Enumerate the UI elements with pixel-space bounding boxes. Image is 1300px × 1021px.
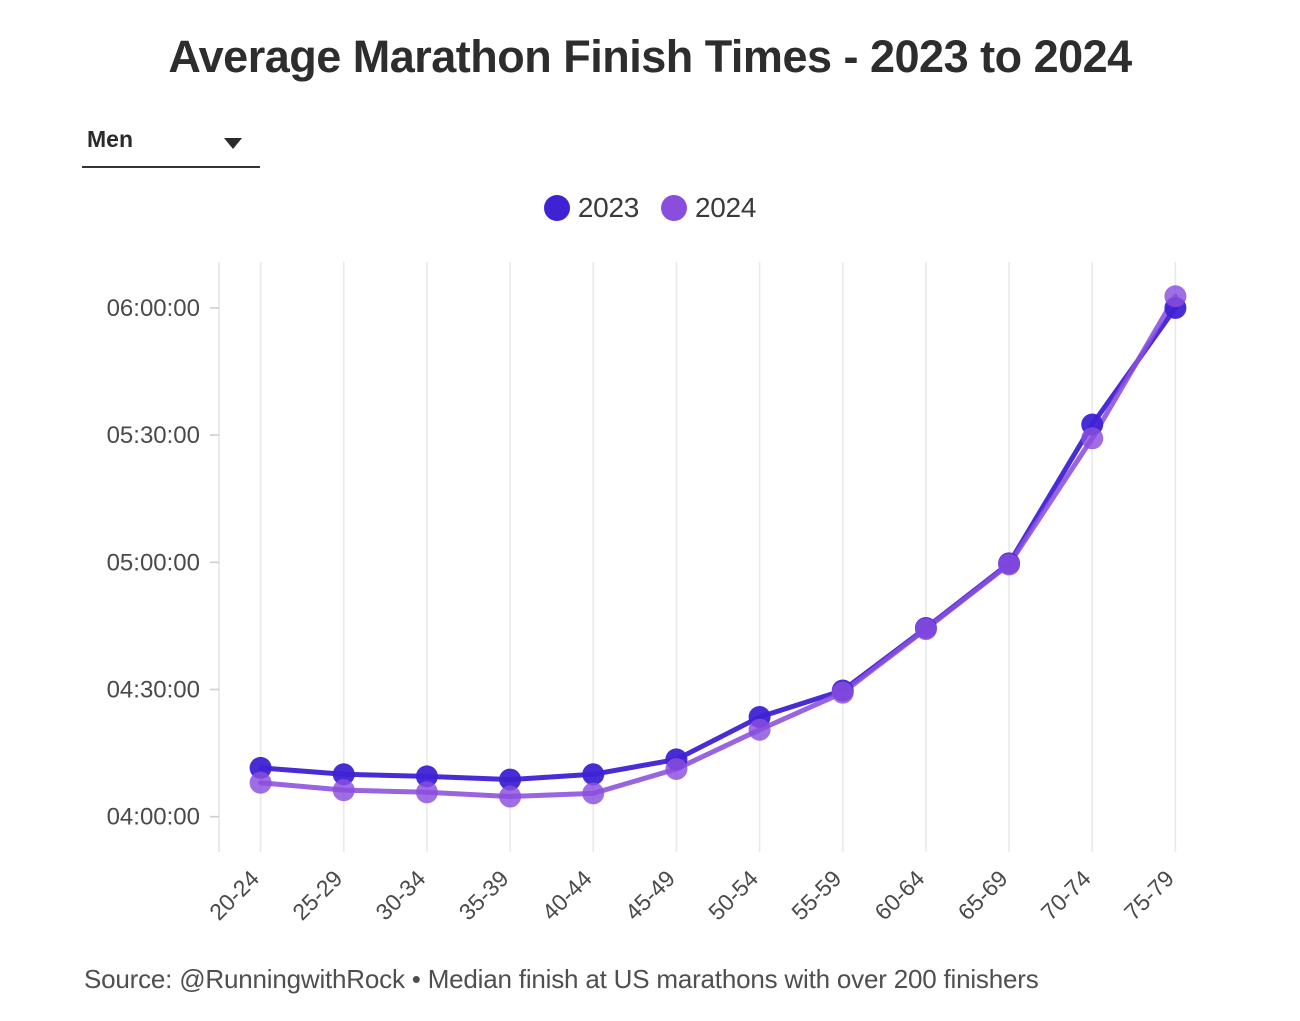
y-axis-tick-label: 04:30:00 <box>107 676 200 703</box>
data-point-2023-50-54[interactable] <box>748 706 771 729</box>
data-point-2024-75-79[interactable] <box>1164 285 1187 308</box>
data-point-2023-55-59[interactable] <box>831 679 854 702</box>
y-axis-tick-label: 04:00:00 <box>107 804 200 831</box>
x-axis-tick-label: 40-44 <box>537 865 597 925</box>
y-axis-tick-label: 06:00:00 <box>107 295 200 322</box>
data-point-2023-75-79[interactable] <box>1164 296 1187 319</box>
x-axis-tick-label: 75-79 <box>1119 865 1179 925</box>
legend-swatch-icon <box>661 195 687 221</box>
data-point-2024-40-44[interactable] <box>582 782 605 805</box>
data-point-2023-60-64[interactable] <box>914 617 937 640</box>
data-point-2023-65-69[interactable] <box>998 552 1021 575</box>
data-point-2024-65-69[interactable] <box>998 553 1021 576</box>
x-axis-tick-label: 30-34 <box>370 865 430 925</box>
legend-item-2023[interactable]: 2023 <box>543 192 639 224</box>
gender-select[interactable]: Men <box>82 122 260 168</box>
data-point-2023-25-29[interactable] <box>332 763 355 786</box>
x-axis-tick-label: 50-54 <box>703 865 763 925</box>
data-point-2023-20-24[interactable] <box>249 756 272 779</box>
source-note: Source: @RunningwithRock • Median finish… <box>84 964 1039 994</box>
data-point-2024-70-74[interactable] <box>1081 427 1104 450</box>
series-line-2024 <box>258 293 1178 800</box>
y-axis-tick-label: 05:00:00 <box>107 549 200 576</box>
x-axis-tick-label: 20-24 <box>204 865 264 925</box>
y-axis-tick-label: 05:30:00 <box>107 422 200 449</box>
x-axis-tick-label: 70-74 <box>1036 865 1096 925</box>
data-point-2023-40-44[interactable] <box>582 763 605 786</box>
legend-label: 2023 <box>577 192 639 223</box>
chart-legend: 2023 2024 <box>0 192 1300 224</box>
data-point-2024-55-59[interactable] <box>831 681 854 704</box>
page-title: Average Marathon Finish Times - 2023 to … <box>168 31 1132 82</box>
x-axis-tick-label: 65-69 <box>953 865 1013 925</box>
x-axis-tick-label: 25-29 <box>287 865 347 925</box>
x-axis-tick-label: 45-49 <box>620 865 680 925</box>
x-axis-tick-label: 55-59 <box>786 865 846 925</box>
data-point-2023-70-74[interactable] <box>1081 413 1104 436</box>
data-point-2023-45-49[interactable] <box>665 748 688 771</box>
series-line-2023 <box>258 305 1178 783</box>
legend-swatch-icon <box>543 195 570 221</box>
x-axis-tick-label: 35-39 <box>454 865 514 925</box>
data-point-2023-35-39[interactable] <box>499 768 522 791</box>
gender-select-value: Men <box>87 126 133 152</box>
data-point-2024-25-29[interactable] <box>332 779 355 802</box>
data-point-2024-60-64[interactable] <box>914 618 937 641</box>
x-axis-tick-label: 60-64 <box>869 865 929 925</box>
legend-item-2024[interactable]: 2024 <box>661 192 756 224</box>
data-point-2024-45-49[interactable] <box>665 757 688 780</box>
chevron-down-icon <box>224 138 242 149</box>
data-point-2023-30-34[interactable] <box>415 765 438 788</box>
data-point-2024-20-24[interactable] <box>249 771 272 794</box>
data-point-2024-50-54[interactable] <box>748 718 771 741</box>
data-point-2024-35-39[interactable] <box>499 785 522 808</box>
legend-label: 2024 <box>695 192 757 223</box>
data-point-2024-30-34[interactable] <box>415 781 438 804</box>
